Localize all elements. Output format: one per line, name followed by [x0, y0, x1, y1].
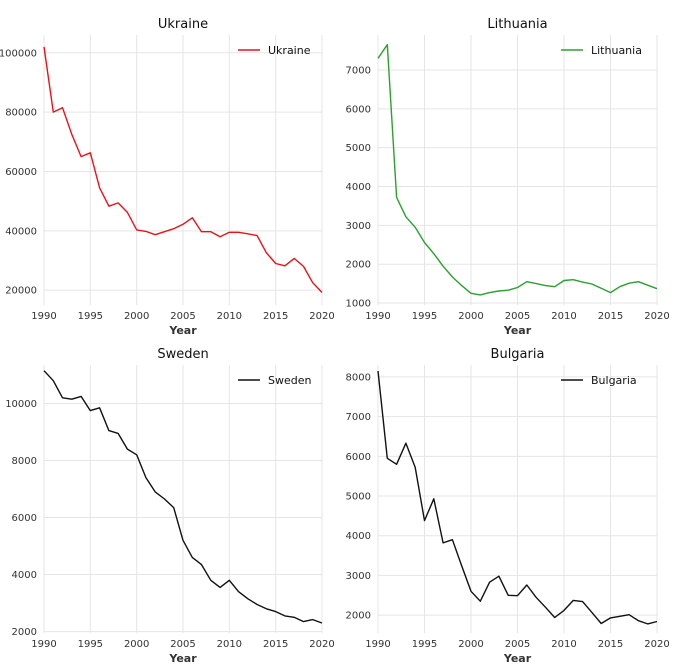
chart-3-y-tick-label: 5000 — [346, 492, 371, 503]
chart-1-x-axis-label: Year — [503, 324, 532, 337]
chart-1-series-line — [377, 44, 658, 296]
chart-1-y-tick-label: 7000 — [346, 65, 371, 76]
chart-1-y-tick-label: 1000 — [346, 299, 371, 310]
chart-0-y-tick-label: 80000 — [5, 108, 37, 119]
chart-0-x-tick-label: 2000 — [124, 311, 149, 322]
chart-0-x-tick-label: 2005 — [170, 311, 195, 322]
chart-1-y-tick-label: 3000 — [346, 221, 371, 232]
chart-3-panel: 1990 1995 2000 2005 2010 2015 2020 2000 3000 4000… — [346, 347, 670, 665]
chart-3-x-tick-label: 2005 — [505, 639, 530, 650]
chart-0-y-tick-label: 60000 — [5, 167, 37, 178]
chart-2-x-tick-label: 1990 — [31, 639, 56, 650]
chart-3-x-tick-label: 1990 — [365, 639, 390, 650]
chart-2-title: Sweden — [157, 347, 208, 362]
chart-3-x-tick-label: 2015 — [598, 639, 623, 650]
chart-3-x-tick-label: 2000 — [458, 639, 483, 650]
chart-0-title: Ukraine — [158, 17, 208, 32]
chart-3-title: Bulgaria — [491, 347, 545, 362]
chart-3-y-tick-label: 8000 — [346, 372, 371, 383]
chart-1-x-tick-label: 1990 — [365, 311, 390, 322]
chart-2-x-tick-label: 2015 — [263, 639, 288, 650]
chart-2-legend-label: Sweden — [268, 374, 311, 387]
chart-2-y-tick-label: 8000 — [12, 456, 37, 467]
chart-3-x-tick-label: 1995 — [412, 639, 437, 650]
chart-3-x-tick-label: 2010 — [551, 639, 576, 650]
chart-1-x-tick-label: 1995 — [412, 311, 437, 322]
chart-3-y-tick-label: 2000 — [346, 611, 371, 622]
chart-2-x-tick-label: 2000 — [124, 639, 149, 650]
chart-3-y-tick-label: 4000 — [346, 531, 371, 542]
chart-0-x-axis-label: Year — [168, 324, 197, 337]
chart-1-y-tick-label: 2000 — [346, 260, 371, 271]
chart-1-x-tick-label: 2015 — [598, 311, 623, 322]
chart-1-y-tick-label: 4000 — [346, 182, 371, 193]
chart-2-x-tick-label: 2010 — [217, 639, 242, 650]
chart-0-x-tick-label: 2015 — [263, 311, 288, 322]
chart-0-x-tick-label: 1990 — [31, 311, 56, 322]
chart-2-panel: 1990 1995 2000 2005 2010 2015 2020 2000 4000 6000… — [5, 347, 335, 665]
chart-1-legend-label: Lithuania — [591, 44, 642, 57]
chart-0-legend-label: Ukraine — [268, 44, 311, 57]
chart-0-panel: 1990 1995 2000 2005 2010 2015 2020 20000 40000 60… — [0, 17, 335, 337]
chart-0-y-tick-label: 100000 — [0, 48, 37, 59]
chart-1-title: Lithuania — [487, 17, 547, 32]
chart-2-x-axis-label: Year — [168, 652, 197, 665]
chart-2-y-tick-label: 2000 — [12, 627, 37, 638]
chart-1-y-tick-label: 6000 — [346, 104, 371, 115]
chart-0-series-line — [43, 46, 323, 293]
chart-3-y-tick-label: 7000 — [346, 412, 371, 423]
chart-2-series-line — [43, 370, 323, 624]
chart-3-x-tick-label: 2020 — [644, 639, 669, 650]
chart-0-x-tick-label: 2020 — [309, 311, 334, 322]
chart-2-y-tick-label: 6000 — [12, 513, 37, 524]
chart-2-y-tick-label: 10000 — [5, 399, 37, 410]
chart-1-x-tick-label: 2000 — [458, 311, 483, 322]
chart-1-y-tick-label: 5000 — [346, 143, 371, 154]
chart-0-x-tick-label: 2010 — [217, 311, 242, 322]
chart-3-legend-label: Bulgaria — [591, 374, 637, 387]
chart-1-x-tick-label: 2005 — [505, 311, 530, 322]
chart-3-x-axis-label: Year — [503, 652, 532, 665]
chart-3-y-tick-label: 3000 — [346, 571, 371, 582]
chart-1-x-tick-label: 2020 — [644, 311, 669, 322]
chart-2-y-tick-label: 4000 — [12, 570, 37, 581]
chart-2-x-tick-label: 2005 — [170, 639, 195, 650]
chart-0-x-tick-label: 1995 — [78, 311, 103, 322]
chart-2-x-tick-label: 1995 — [78, 639, 103, 650]
chart-1-x-tick-label: 2010 — [551, 311, 576, 322]
chart-3-series-line — [377, 370, 658, 625]
chart-3-y-tick-label: 6000 — [346, 452, 371, 463]
chart-0-y-tick-label: 20000 — [5, 286, 37, 297]
chart-0-y-tick-label: 40000 — [5, 226, 37, 237]
chart-1-panel: 1990 1995 2000 2005 2010 2015 2020 1000 2000 3000… — [346, 17, 670, 337]
chart-2-x-tick-label: 2020 — [309, 639, 334, 650]
